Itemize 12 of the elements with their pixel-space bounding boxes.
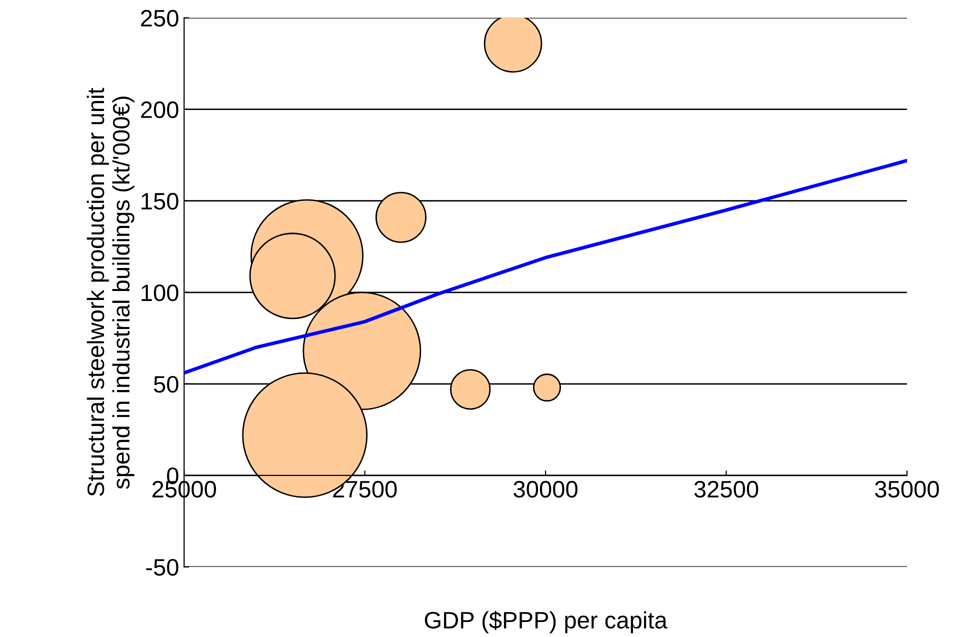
x-axis-title: GDP ($PPP) per capita: [424, 610, 668, 634]
y-tick-label: -50: [146, 559, 178, 576]
y-tick-label: 250: [141, 10, 178, 27]
y-axis-title: Structural steelwork production per unit spend in industrial buildings (kt/'000€): [86, 88, 134, 496]
line-series: [184, 158, 907, 375]
x-tick-label: 30000: [514, 480, 578, 498]
y-tick-label: 50: [154, 376, 178, 393]
y-tick-label: 100: [142, 284, 178, 302]
y-tick-label: 150: [142, 192, 178, 210]
x-tick-label: 35000: [875, 480, 939, 498]
y-tick-label: 200: [141, 101, 178, 118]
x-tick-label: 32500: [694, 480, 758, 498]
